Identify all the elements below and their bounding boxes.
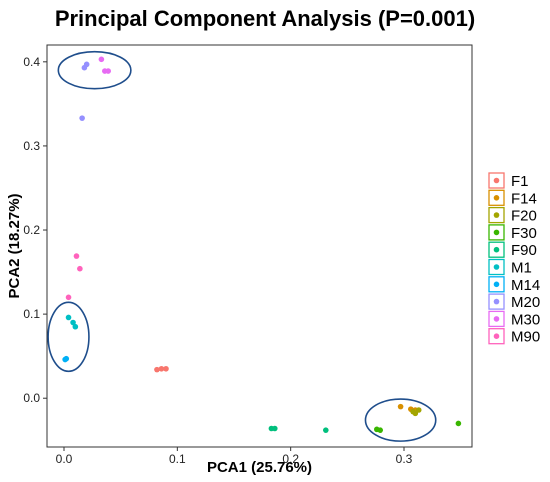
y-tick-label: 0.1 — [23, 307, 40, 321]
point-m14-2 — [63, 355, 70, 362]
cluster-ellipses — [47, 50, 437, 442]
point-f14-1 — [397, 403, 404, 410]
legend-marker — [493, 264, 500, 270]
y-tick-label: 0.0 — [23, 391, 40, 405]
legend-item-f90: F90 — [488, 241, 537, 259]
chart-title: Principal Component Analysis (P=0.001) — [55, 6, 475, 31]
x-tick-label: 0.3 — [396, 452, 413, 466]
point-m1-1 — [70, 319, 76, 326]
x-tick-label: 0.0 — [56, 452, 73, 466]
point-m90-2 — [77, 265, 83, 272]
legend-item-f30: F30 — [488, 224, 537, 242]
point-f90-2 — [272, 425, 278, 432]
x-axis: 0.0 0.1 0.2 0.3 — [56, 447, 413, 466]
point-m20-2 — [83, 61, 90, 68]
x-axis-title: PCA1 (25.76%) — [207, 459, 312, 476]
legend-label: F90 — [511, 242, 537, 259]
legend-marker — [493, 212, 500, 218]
legend-marker — [493, 298, 500, 305]
point-m1-3 — [65, 314, 72, 321]
point-f90-3 — [323, 427, 329, 433]
point-m90-1 — [73, 253, 80, 259]
point-m1-2 — [72, 323, 79, 330]
legend-marker — [493, 229, 500, 236]
legend-marker — [493, 177, 500, 184]
point-m30-1 — [98, 56, 105, 63]
point-f20-2 — [412, 410, 419, 417]
y-axis-title: PCA2 (18.27%) — [6, 193, 23, 298]
legend-marker — [493, 246, 500, 253]
point-m90-3 — [65, 294, 72, 301]
point-f1-3 — [163, 365, 169, 372]
legend-label: M20 — [511, 294, 540, 311]
y-tick-label: 0.4 — [23, 55, 40, 69]
legend-item-m90: M90 — [488, 328, 540, 346]
x-tick-label: 0.1 — [169, 452, 186, 466]
plot-panel — [46, 44, 473, 448]
y-tick-label: 0.2 — [23, 223, 40, 237]
point-m30-3 — [105, 68, 111, 74]
legend-item-m30: M30 — [488, 310, 540, 328]
point-f30-3 — [455, 420, 462, 427]
legend-label: M30 — [511, 311, 540, 328]
x-tick-label: 0.2 — [282, 452, 299, 466]
legend-marker — [493, 195, 500, 201]
y-tick-label: 0.3 — [23, 139, 40, 153]
legend-item-f14: F14 — [488, 189, 537, 207]
legend-marker — [493, 316, 500, 322]
legend-label: F20 — [511, 208, 537, 225]
cluster-ellipse-3 — [364, 398, 437, 442]
legend-item-m14: M14 — [488, 276, 540, 294]
cluster-ellipse-2 — [47, 301, 90, 373]
legend-label: F30 — [511, 225, 537, 242]
legend-item-f1: F1 — [488, 172, 529, 190]
legend-item-m20: M20 — [488, 293, 540, 311]
point-f30-2 — [377, 427, 384, 433]
point-f20-3 — [415, 407, 422, 413]
legend-label: F14 — [511, 190, 537, 207]
legend-marker — [493, 281, 500, 288]
point-m20-3 — [79, 115, 85, 121]
data-points — [62, 56, 462, 433]
legend-label: M1 — [511, 260, 532, 277]
point-f1-1 — [154, 366, 160, 373]
legend-label: M14 — [511, 277, 540, 294]
cluster-ellipse-1 — [57, 50, 132, 90]
legend-label: F1 — [511, 173, 529, 190]
point-f1-2 — [158, 365, 165, 372]
legend-item-f20: F20 — [488, 206, 537, 225]
legend-marker — [493, 333, 500, 340]
legend-item-m1: M1 — [488, 258, 532, 277]
legend-label: M90 — [511, 329, 540, 346]
y-axis: 0.0 0.1 0.2 0.3 0.4 — [23, 55, 47, 405]
